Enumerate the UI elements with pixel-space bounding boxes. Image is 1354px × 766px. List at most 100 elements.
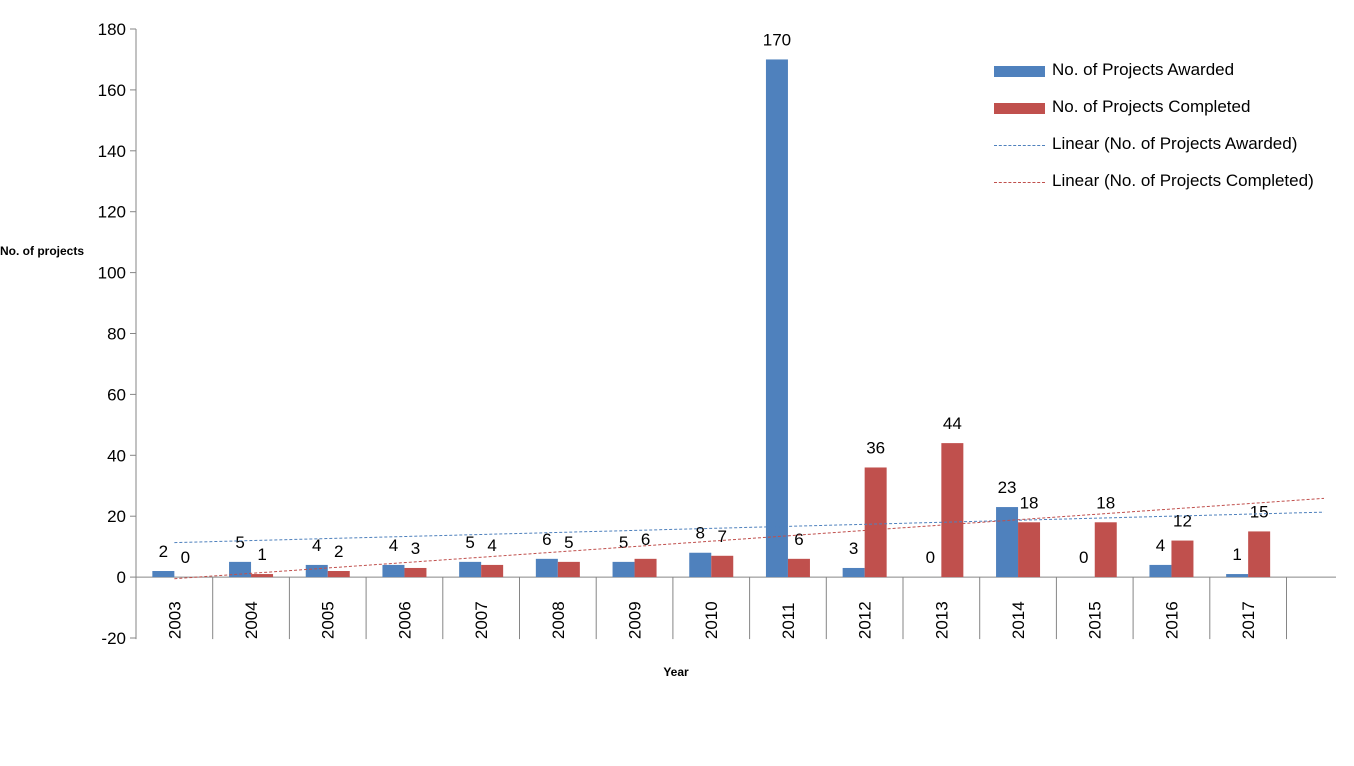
bar-awarded [765,59,788,578]
bar-awarded [996,507,1019,578]
data-label-awarded: 3 [849,539,858,558]
x-tick-label: 2016 [1162,601,1181,639]
y-tick-label: 80 [107,325,126,344]
data-label-completed: 6 [794,530,803,549]
data-label-completed: 1 [257,545,266,564]
data-label-awarded: 5 [235,533,244,552]
x-tick-label: 2009 [626,601,645,639]
y-tick-label: 0 [117,568,126,587]
data-label-awarded: 1 [1232,545,1241,564]
bar-awarded [305,564,328,578]
legend-swatch-completed [994,103,1045,114]
y-tick-label: 120 [98,203,126,222]
data-label-completed: 44 [943,414,962,433]
legend-label-linear-awarded: Linear (No. of Projects Awarded) [1052,134,1298,153]
x-axis-title: Year [663,665,689,679]
bar-awarded [842,567,865,578]
x-tick-label: 2003 [165,601,184,639]
y-tick-label: 180 [98,20,126,39]
legend: No. of Projects Awarded No. of Projects … [994,58,1350,206]
bar-awarded [612,561,635,578]
x-tick-label: 2008 [549,601,568,639]
x-tick-label: 2015 [1086,601,1105,639]
data-label-awarded: 23 [998,478,1017,497]
legend-item-awarded: No. of Projects Awarded [994,58,1350,95]
bar-awarded [229,561,252,578]
data-label-awarded: 5 [465,533,474,552]
data-label-completed: 0 [181,548,190,567]
y-tick-label: -20 [101,629,126,648]
bar-completed [941,443,964,578]
x-tick-label: 2006 [395,601,414,639]
y-tick-label: 140 [98,142,126,161]
bar-awarded [689,552,712,578]
bar-completed [404,567,427,578]
data-label-awarded: 4 [1156,536,1165,555]
bar-completed [711,555,734,578]
data-label-completed: 3 [411,539,420,558]
bar-completed [481,564,504,578]
bar-awarded [535,558,558,578]
x-tick-label: 2004 [242,601,261,639]
bar-completed [1171,540,1194,578]
data-label-completed: 2 [334,542,343,561]
bar-completed [634,558,657,578]
data-label-completed: 15 [1250,502,1269,521]
x-tick-label: 2010 [702,601,721,639]
data-label-completed: 7 [718,527,727,546]
x-tick-label: 2013 [932,601,951,639]
bar-completed [787,558,810,578]
x-tick-label: 2012 [856,601,875,639]
data-label-completed: 18 [1096,493,1115,512]
legend-item-linear-completed: Linear (No. of Projects Completed) [994,169,1350,206]
y-tick-label: 100 [98,264,126,283]
data-label-completed: 4 [487,536,496,555]
bar-awarded [152,571,175,578]
x-tick-label: 2005 [319,601,338,639]
data-label-completed: 36 [866,438,885,457]
legend-label-awarded: No. of Projects Awarded [1052,60,1235,79]
y-tick-label: 60 [107,385,126,404]
x-tick-label: 2011 [779,603,798,640]
data-label-awarded: 170 [763,30,791,49]
bar-awarded [459,561,482,578]
bar-completed [864,467,887,578]
bar-awarded [1149,564,1172,578]
y-tick-label: 160 [98,81,126,100]
bar-completed [1248,531,1271,578]
bar-completed [251,574,274,578]
legend-item-completed: No. of Projects Completed [994,95,1350,132]
data-label-awarded: 4 [312,536,321,555]
y-tick-label: 20 [107,507,126,526]
data-label-awarded: 8 [696,524,705,543]
y-tick-label: 40 [107,446,126,465]
bar-awarded [1226,574,1249,578]
legend-label-completed: No. of Projects Completed [1052,97,1251,116]
data-label-completed: 12 [1173,512,1192,531]
legend-line-linear-awarded [994,145,1045,146]
x-tick-label: 2014 [1009,601,1028,639]
bar-completed [1018,522,1041,578]
data-label-completed: 6 [641,530,650,549]
data-label-awarded: 0 [1079,548,1088,567]
trendline-completed [174,497,1325,580]
data-label-completed: 5 [564,533,573,552]
data-label-awarded: 4 [389,536,398,555]
legend-item-linear-awarded: Linear (No. of Projects Awarded) [994,132,1350,169]
legend-label-linear-completed: Linear (No. of Projects Completed) [1052,171,1314,190]
trendline-awarded [174,511,1325,544]
bar-completed [557,561,580,578]
data-label-awarded: 2 [159,542,168,561]
data-label-awarded: 0 [926,548,935,567]
x-tick-label: 2007 [472,601,491,639]
data-label-completed: 18 [1020,493,1039,512]
bar-completed [327,571,350,578]
data-label-awarded: 6 [542,530,551,549]
y-axis-title: No. of projects [0,244,85,258]
data-label-awarded: 5 [619,533,628,552]
legend-swatch-awarded [994,66,1045,77]
x-tick-label: 2017 [1239,601,1258,639]
legend-line-linear-completed [994,182,1045,183]
bar-completed [1094,522,1117,578]
